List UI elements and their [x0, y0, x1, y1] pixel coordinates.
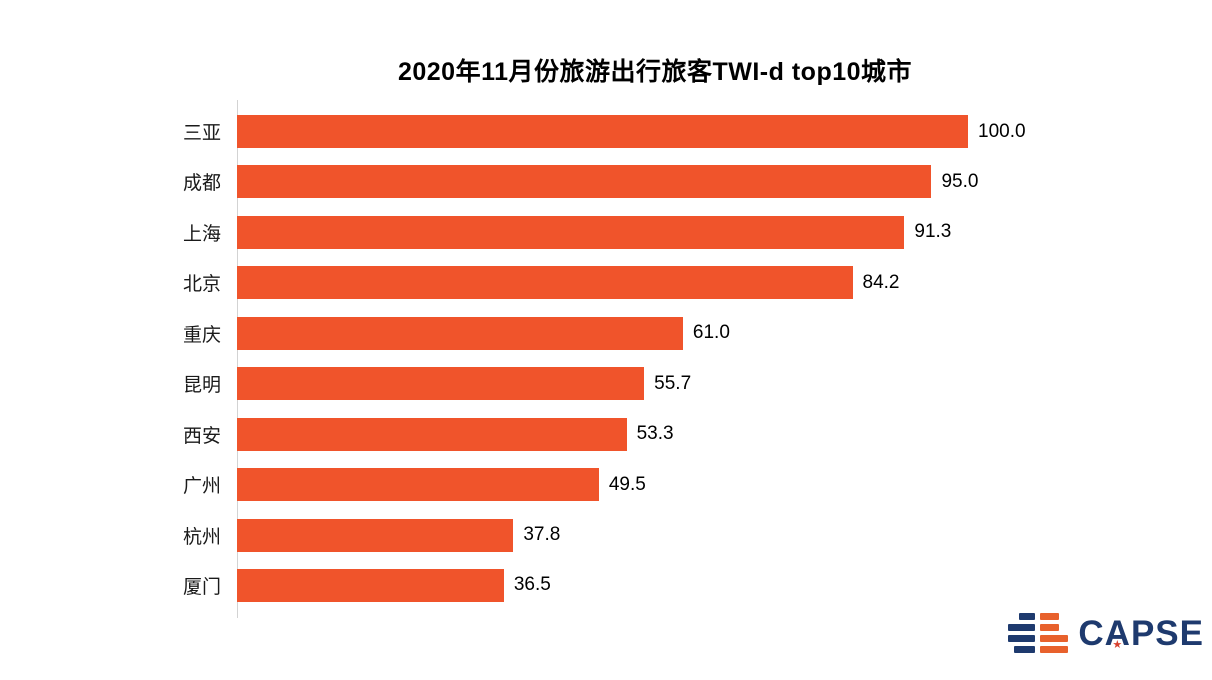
bar-chart: 三亚 100.0 成都 95.0 上海 91.3 北京 84.2 重庆 61.0 昆明 55.7 西安 5… [0, 100, 1212, 618]
bar [237, 165, 932, 199]
value-label: 49.5 [608, 473, 646, 495]
category-label: 成都 [182, 173, 221, 195]
chart-row: 上海 91.3 [0, 215, 1212, 249]
chart-row: 北京 84.2 [0, 266, 1212, 300]
bar [237, 316, 683, 350]
value-label: 55.7 [654, 372, 692, 394]
category-label: 昆明 [182, 375, 221, 397]
logo-navy-stripes [1008, 613, 1036, 653]
bar [237, 568, 504, 602]
capse-logo: CAPSE ★ [1008, 613, 1204, 653]
chart-row: 三亚 100.0 [0, 115, 1212, 148]
chart-row: 厦门 36.5 [0, 568, 1212, 602]
bar [237, 115, 968, 148]
chart-rows: 三亚 100.0 成都 95.0 上海 91.3 北京 84.2 重庆 61.0 昆明 55.7 西安 5… [0, 115, 1212, 602]
category-label: 西安 [182, 425, 221, 447]
chart-row: 西安 53.3 [0, 417, 1212, 451]
capse-logo-mark [1008, 613, 1069, 653]
chart-row: 广州 49.5 [0, 468, 1212, 502]
value-label: 36.5 [513, 574, 551, 596]
category-label: 上海 [182, 223, 221, 245]
bar [237, 468, 599, 502]
bar [237, 367, 645, 401]
category-label: 广州 [182, 476, 221, 498]
star-icon: ★ [1112, 638, 1124, 651]
value-label: 95.0 [941, 170, 979, 192]
category-label: 重庆 [182, 324, 221, 346]
chart-row: 成都 95.0 [0, 165, 1212, 199]
value-label: 100.0 [978, 120, 1026, 142]
category-label: 三亚 [182, 123, 221, 144]
chart-row: 昆明 55.7 [0, 367, 1212, 401]
value-label: 37.8 [523, 524, 561, 545]
category-label: 北京 [182, 274, 221, 296]
bar [237, 266, 853, 300]
chart-row: 重庆 61.0 [0, 316, 1212, 350]
bar [237, 417, 627, 451]
capse-logo-text: CAPSE ★ [1078, 616, 1204, 651]
value-label: 91.3 [914, 221, 952, 243]
value-label: 84.2 [862, 271, 900, 293]
chart-title: 2020年11月份旅游出行旅客TWI-d top10城市 [397, 58, 913, 86]
capse-wordmark: CAPSE [1078, 613, 1204, 653]
value-label: 61.0 [692, 322, 730, 344]
logo-orange-stripes [1040, 613, 1069, 653]
bar [237, 518, 514, 552]
category-label: 杭州 [182, 526, 221, 548]
chart-row: 杭州 37.8 [0, 518, 1212, 552]
category-label: 厦门 [182, 576, 221, 598]
y-axis-line [237, 100, 238, 618]
bar [237, 215, 905, 249]
value-label: 53.3 [636, 423, 674, 445]
